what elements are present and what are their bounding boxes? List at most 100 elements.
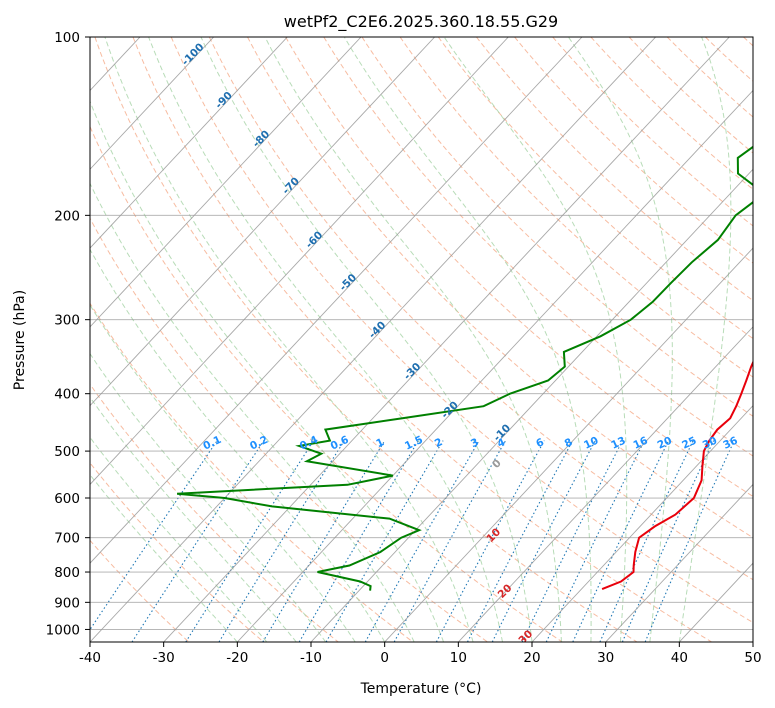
moist-adiabat-line: [90, 352, 327, 642]
x-tick-label: -10: [300, 650, 322, 666]
isotherm-line: [458, 326, 753, 642]
y-tick-label: 400: [54, 387, 80, 403]
isotherm-line: [90, 37, 657, 642]
moist-adiabat-line: [443, 37, 628, 642]
y-tick-label: 1000: [46, 622, 80, 638]
isotherm-line: [90, 37, 288, 249]
x-tick-label: 10: [450, 650, 467, 666]
mixing-ratio-label: 0.2: [248, 434, 270, 453]
dry-adiabats: [90, 37, 753, 642]
x-axis-ticks: -40 -30 -20 -10 0 10 20 30 40 50: [79, 642, 762, 666]
isotherm-label: -80: [250, 128, 272, 150]
x-tick-label: 40: [671, 650, 688, 666]
moist-adiabats: [90, 37, 732, 642]
mixing-ratio-line: [491, 440, 596, 642]
y-tick-label: 100: [54, 30, 80, 46]
dry-adiabat-line: [705, 37, 753, 82]
isotherm-line: [237, 89, 753, 642]
x-tick-label: 50: [744, 650, 761, 666]
x-tick-label: -30: [153, 650, 175, 666]
mixing-ratio-line: [185, 440, 315, 642]
mixing-ratio-label: 0.6: [329, 434, 351, 453]
isotherm-line: [90, 37, 583, 564]
mixing-ratio-label: 1: [374, 436, 386, 450]
mixing-ratio-line: [644, 440, 735, 642]
y-axis-ticks: 100 200 300 400 500 600 700 800 900 1000: [46, 30, 90, 638]
isotherm-line: [90, 37, 362, 328]
x-tick-label: 0: [380, 650, 389, 666]
isotherm-label: -20: [439, 399, 461, 421]
mixing-ratio-label: 4: [495, 436, 507, 450]
mixing-ratio-line: [325, 440, 444, 642]
mixing-ratio-line: [262, 440, 386, 642]
mixing-ratio-label: 36: [721, 435, 739, 452]
moist-adiabat-line: [264, 37, 562, 642]
isotherm-line: [679, 562, 753, 642]
mixing-ratio-label: 20: [656, 435, 674, 452]
mixing-ratio-label: 3: [469, 436, 481, 450]
dewpoint-profile-line: [177, 145, 753, 591]
mixing-ratio-label: 8: [563, 436, 575, 450]
isotherm-label: -50: [337, 272, 359, 294]
dry-adiabat-line: [743, 37, 753, 47]
mixing-ratio-line: [364, 440, 480, 642]
mixing-ratio-label: 30: [701, 435, 719, 452]
dry-adiabat-line: [361, 37, 753, 417]
mixing-ratio-line: [90, 440, 218, 631]
y-tick-label: 500: [54, 444, 80, 460]
mixing-ratio-label: 16: [631, 435, 649, 452]
isotherm-label: -100: [180, 41, 207, 68]
moist-adiabat-line: [200, 37, 533, 642]
moist-adiabat-line: [678, 37, 732, 642]
dry-adiabat-line: [590, 37, 753, 190]
isotherm-label: -60: [303, 229, 325, 251]
isotherm-label: -90: [213, 89, 235, 111]
isotherm-line: [90, 37, 509, 486]
moist-adiabat-line: [90, 304, 356, 642]
isotherm-label: -40: [367, 319, 389, 341]
moist-adiabat-line: [148, 37, 503, 642]
y-tick-label: 700: [54, 531, 80, 547]
mixing-ratio-line: [218, 440, 345, 642]
dry-adiabat-line: [90, 539, 190, 642]
mixing-ratio-line: [599, 440, 694, 642]
dry-adiabat-line: [90, 383, 339, 642]
dry-adiabat-line: [666, 37, 753, 118]
mixing-ratio-line: [467, 440, 574, 642]
moist-adiabat-line: [567, 37, 673, 642]
moist-adiabat-line: [104, 37, 474, 642]
chart-title: wetPf2_C2E6.2025.360.18.55.G29: [284, 12, 558, 32]
dry-adiabat-line: [132, 37, 712, 642]
isotherm-label: 0: [490, 457, 504, 471]
mixing-ratio-line: [298, 440, 419, 642]
mixing-ratio-label: 0.1: [201, 434, 223, 453]
y-tick-label: 300: [54, 313, 80, 329]
y-tick-label: 900: [54, 595, 80, 611]
mixing-ratio-label: 0.4: [298, 434, 320, 453]
dry-adiabat-line: [552, 37, 753, 227]
dry-adiabat-line: [399, 37, 753, 378]
dry-adiabat-line: [628, 37, 753, 154]
mixing-ratio-line: [393, 440, 507, 642]
moist-adiabat-line: [90, 436, 268, 642]
mixing-ratio-line: [572, 440, 670, 642]
isotherm-label: 10: [484, 526, 503, 545]
mixing-ratio-label: 6: [534, 436, 546, 450]
isotherm-line: [163, 37, 730, 642]
x-tick-label: -40: [79, 650, 101, 666]
moist-adiabat-line: [90, 100, 445, 642]
mixing-ratio-label: 2: [433, 436, 445, 450]
y-tick-label: 800: [54, 565, 80, 581]
isotherm-label: 40: [544, 667, 563, 686]
dry-adiabat-line: [285, 37, 753, 498]
x-tick-label: -20: [226, 650, 248, 666]
moist-adiabat-line: [90, 248, 386, 642]
isotherm-line: [605, 483, 753, 642]
dry-adiabat-line: [90, 462, 264, 642]
isotherms: [90, 37, 753, 642]
isotherm-line: [752, 641, 753, 642]
mixing-ratio-labels: 0.1 0.2 0.4 0.6 1 1.5 2 3 4 6 8 10 13 16 20 25 30 36: [201, 434, 739, 453]
moist-adiabat-line: [90, 473, 238, 642]
isotherm-label: -70: [280, 175, 302, 197]
y-tick-label: 600: [54, 491, 80, 507]
